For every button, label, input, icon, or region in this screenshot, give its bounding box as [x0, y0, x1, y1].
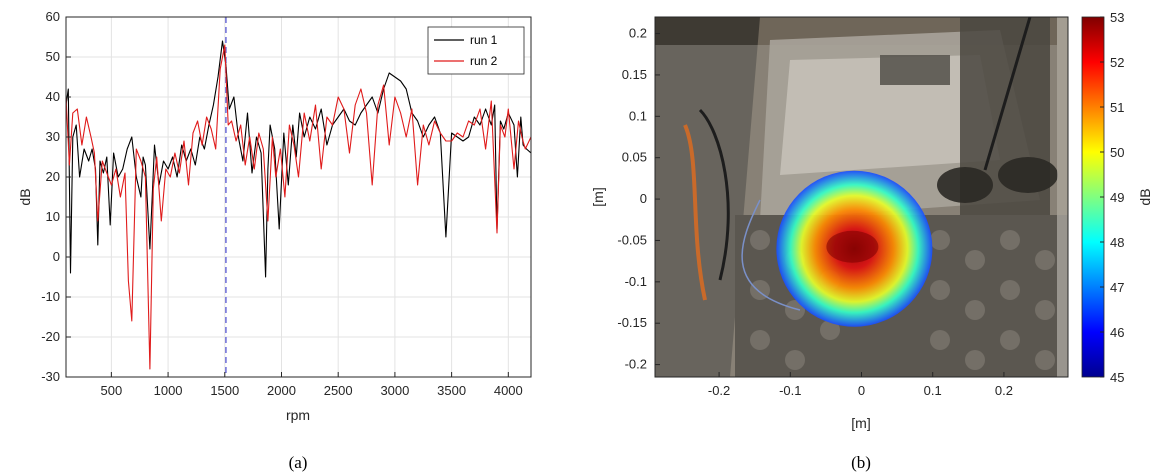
y-axis-label-a: dB: [17, 188, 33, 205]
colorbar-label: dB: [1137, 188, 1153, 205]
series-group-a: [66, 40, 531, 370]
y-tick-label: -20: [41, 329, 60, 344]
plot-area-a: [66, 17, 531, 377]
legend-box: [427, 26, 525, 75]
y-tick-label: -10: [41, 289, 60, 304]
colorbar: 53 52 51 50 49 48 47 46 45 dB: [1081, 10, 1153, 385]
x-axis-label-a: rpm: [286, 407, 310, 423]
x-axis-label-b: [m]: [851, 415, 870, 431]
y-tick-label-b: 0.1: [629, 108, 647, 123]
caption-a: (a): [289, 453, 308, 472]
colorbar-tick-label: 50: [1110, 145, 1124, 160]
x-tick-label: 3500: [437, 383, 466, 398]
x-tick-label-b: 0.2: [995, 383, 1013, 398]
colorbar-tick-label: 49: [1110, 190, 1124, 205]
colorbar-tick-label: 47: [1110, 280, 1124, 295]
legend-label-run1: run 1: [470, 33, 498, 47]
x-tick-label: 1000: [154, 383, 183, 398]
colorbar-ticks: 53 52 51 50 49 48 47 46 45: [1100, 10, 1124, 385]
x-tick-label-b: 0: [858, 383, 865, 398]
background-photo: [655, 17, 1068, 377]
x-tick-label: 500: [101, 383, 123, 398]
series-line-run-2: [66, 44, 531, 370]
colorbar-tick-label: 51: [1110, 100, 1124, 115]
y-tick-label-b: 0.05: [622, 150, 647, 165]
y-tick-label: -30: [41, 369, 60, 384]
y-tick-label: 20: [46, 169, 60, 184]
legend-a: run 1 run 2: [427, 26, 525, 75]
sound-source-hotspot: [776, 170, 933, 327]
y-tick-label-b: -0.05: [617, 232, 647, 247]
colorbar-tick-label: 46: [1110, 325, 1124, 340]
caption-b: (b): [851, 453, 871, 472]
x-tick-label: 2500: [324, 383, 353, 398]
ticks-b: -0.2 -0.1 0 0.1 0.2 0.2 0.15 0.1 0.05 0 -0.05 -0.1 -…: [617, 26, 1013, 398]
x-tick-label-b: -0.2: [708, 383, 730, 398]
axes-box-a: [65, 16, 532, 378]
colorbar-tick-label: 48: [1110, 235, 1124, 250]
y-tick-label-b: 0: [640, 191, 647, 206]
y-tick-label: 40: [46, 89, 60, 104]
x-tick-label: 2000: [267, 383, 296, 398]
x-tick-label-b: -0.1: [779, 383, 801, 398]
x-tick-label: 4000: [494, 383, 523, 398]
colorbar-tick-label: 53: [1110, 10, 1124, 25]
y-tick-label-b: 0.2: [629, 26, 647, 41]
colorbar-tick-label: 52: [1110, 55, 1124, 70]
heatmap-chart-b: -0.2 -0.1 0 0.1 0.2 0.2 0.15 0.1 0.05 0 -0.05 -0.1 -…: [590, 10, 1153, 472]
x-tick-label-b: 0.1: [924, 383, 942, 398]
y-tick-label: 0: [53, 249, 60, 264]
line-chart-a: 500 1000 1500 2000 2500 3000 3500 4000-30-20-10…: [17, 9, 532, 472]
y-tick-label: 50: [46, 49, 60, 64]
y-tick-label-b: -0.15: [617, 315, 647, 330]
y-tick-label-b: 0.15: [622, 67, 647, 82]
y-tick-label: 60: [46, 9, 60, 24]
x-tick-label: 3000: [380, 383, 409, 398]
y-tick-label: 10: [46, 209, 60, 224]
ticks-a: 500 1000 1500 2000 2500 3000 3500 4000-30-20-10…: [41, 9, 523, 398]
y-tick-label: 30: [46, 129, 60, 144]
colorbar-tick-label: 45: [1110, 370, 1124, 385]
y-tick-label-b: -0.2: [625, 357, 647, 372]
x-tick-label: 1500: [210, 383, 239, 398]
y-tick-label-b: -0.1: [625, 274, 647, 289]
y-axis-label-b: [m]: [590, 187, 606, 206]
legend-label-run2: run 2: [470, 54, 498, 68]
